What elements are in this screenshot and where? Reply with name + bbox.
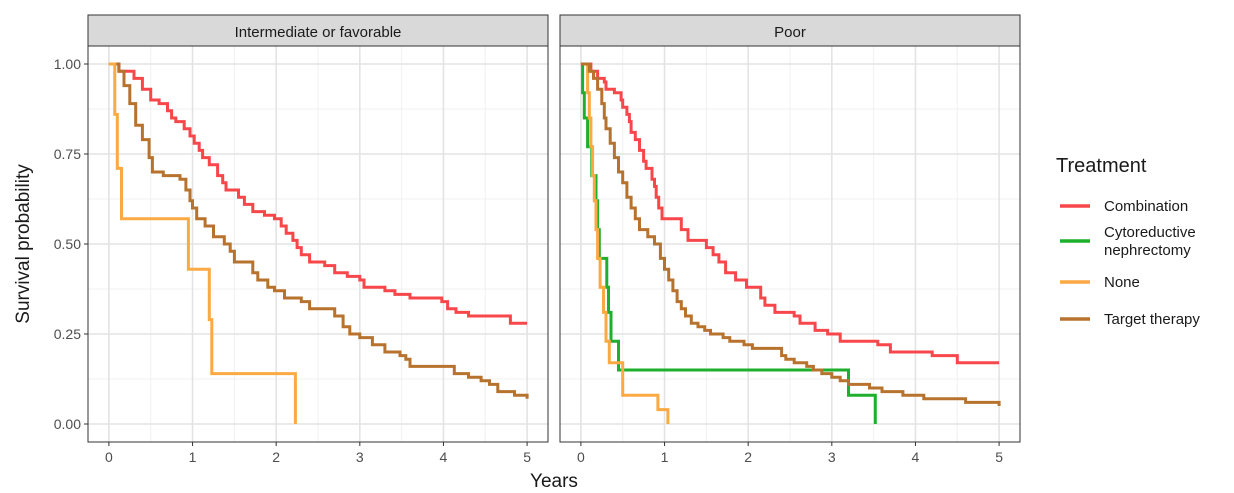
series-combination — [108, 62, 528, 325]
series-target — [108, 62, 529, 399]
x-tick-label: 0 — [577, 449, 585, 465]
series-none — [580, 62, 670, 424]
y-tick-label: 0.25 — [54, 326, 81, 342]
x-tick-label: 2 — [744, 449, 752, 465]
series-combination — [580, 62, 1000, 365]
x-tick-label: 1 — [189, 449, 197, 465]
series-none — [108, 62, 297, 424]
legend-label: None — [1104, 274, 1140, 291]
panel-title: Intermediate or favorable — [235, 24, 402, 41]
x-tick-label: 4 — [440, 449, 448, 465]
legend-label: Combination — [1104, 198, 1188, 215]
x-axis-title: Years — [530, 471, 578, 492]
strip-intermediate-favorable — [87, 14, 549, 47]
panel-border-poor — [559, 45, 1021, 443]
x-tick-label: 5 — [995, 449, 1003, 465]
legend-label: Cytoreductive — [1104, 224, 1196, 241]
y-tick-label: 0.75 — [54, 146, 81, 162]
x-tick-label: 4 — [912, 449, 920, 465]
legend-label: Target therapy — [1104, 311, 1200, 328]
x-tick-label: 2 — [272, 449, 280, 465]
y-axis-title: Survival probability — [13, 164, 34, 324]
series-target — [580, 62, 1001, 406]
x-tick-label: 0 — [105, 449, 113, 465]
x-tick-label: 1 — [661, 449, 669, 465]
y-tick-label: 1.00 — [54, 56, 81, 72]
y-tick-label: 0.00 — [54, 416, 81, 432]
legend-label: nephrectomy — [1104, 242, 1191, 259]
panel-title: Poor — [774, 24, 806, 41]
x-tick-label: 5 — [523, 449, 531, 465]
x-tick-label: 3 — [828, 449, 836, 465]
series-cytoreductive — [580, 62, 877, 424]
x-tick-label: 3 — [356, 449, 364, 465]
y-tick-label: 0.50 — [54, 236, 81, 252]
legend-title: Treatment — [1056, 155, 1147, 177]
